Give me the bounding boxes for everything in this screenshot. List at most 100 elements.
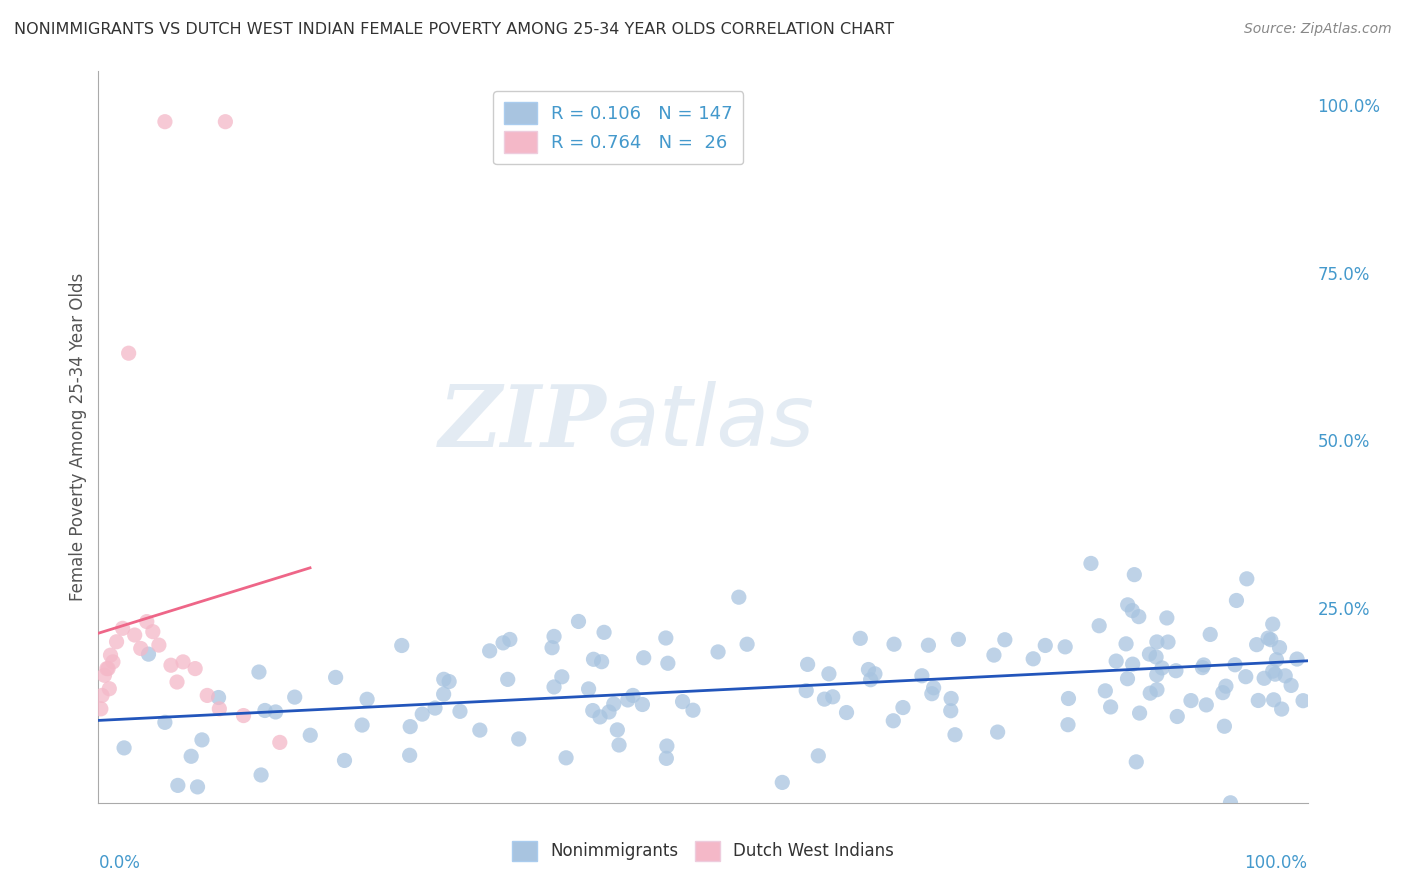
Point [1129,706,1152,720]
Point [433,673,456,687]
Point [849,632,872,646]
Point [138,647,160,661]
Point [93,668,115,682]
Point [1146,682,1168,697]
Point [633,650,655,665]
Point [96,662,118,676]
Point [468,723,491,738]
Point [591,655,613,669]
Point [325,670,347,684]
Point [399,720,422,734]
Point [567,615,589,629]
Point [859,673,882,687]
Point [1099,700,1122,714]
Point [1264,667,1286,681]
Point [1191,660,1213,674]
Point [818,666,841,681]
Point [398,748,420,763]
Point [655,751,678,765]
Point [100,648,122,662]
Point [813,692,835,706]
Point [186,780,208,794]
Point [1192,657,1215,672]
Point [184,662,207,676]
Point [657,657,679,671]
Point [264,705,287,719]
Point [1223,657,1246,672]
Point [1247,693,1270,707]
Text: ZIP: ZIP [439,381,606,464]
Point [1146,635,1168,649]
Point [603,697,626,711]
Point [582,652,605,666]
Text: NONIMMIGRANTS VS DUTCH WEST INDIAN FEMALE POVERTY AMONG 25-34 YEAR OLDS CORRELAT: NONIMMIGRANTS VS DUTCH WEST INDIAN FEMAL… [14,22,894,37]
Point [423,701,446,715]
Point [1164,664,1187,678]
Point [111,621,134,635]
Text: Source: ZipAtlas.com: Source: ZipAtlas.com [1244,22,1392,37]
Point [284,690,307,705]
Point [1253,671,1275,685]
Point [142,624,165,639]
Point [478,644,501,658]
Point [496,673,519,687]
Point [1128,609,1150,624]
Point [1144,650,1167,665]
Point [555,751,578,765]
Point [983,648,1005,662]
Point [1274,669,1296,683]
Point [1139,647,1161,661]
Point [105,634,128,648]
Point [589,710,612,724]
Point [939,691,962,706]
Point [655,631,678,645]
Point [250,768,273,782]
Point [411,707,433,722]
Point [1057,691,1080,706]
Y-axis label: Female Poverty Among 25-34 Year Olds: Female Poverty Among 25-34 Year Olds [69,273,87,601]
Point [606,723,628,737]
Point [863,666,886,681]
Point [994,632,1017,647]
Point [195,689,218,703]
Point [1292,694,1315,708]
Point [1219,796,1241,810]
Point [1054,640,1077,654]
Point [1199,627,1222,641]
Point [1263,693,1285,707]
Point [1215,679,1237,693]
Point [1268,640,1291,655]
Point [1094,683,1116,698]
Text: atlas: atlas [606,381,814,464]
Point [1116,672,1139,686]
Point [166,675,188,690]
Point [939,704,962,718]
Point [541,640,564,655]
Point [1279,678,1302,692]
Point [727,590,749,604]
Point [1105,654,1128,668]
Point [129,641,152,656]
Point [1166,709,1188,723]
Point [917,638,939,652]
Point [1121,604,1143,618]
Point [911,669,934,683]
Point [1213,719,1236,733]
Point [883,637,905,651]
Point [232,708,254,723]
Point [508,731,530,746]
Point [551,670,574,684]
Point [1122,657,1144,672]
Point [770,775,793,789]
Point [735,637,758,651]
Text: 0.0%: 0.0% [98,854,141,872]
Point [1246,638,1268,652]
Point [492,636,515,650]
Point [1261,617,1284,632]
Point [578,681,600,696]
Point [707,645,730,659]
Point [682,703,704,717]
Point [449,704,471,718]
Point [112,740,135,755]
Point [631,698,654,712]
